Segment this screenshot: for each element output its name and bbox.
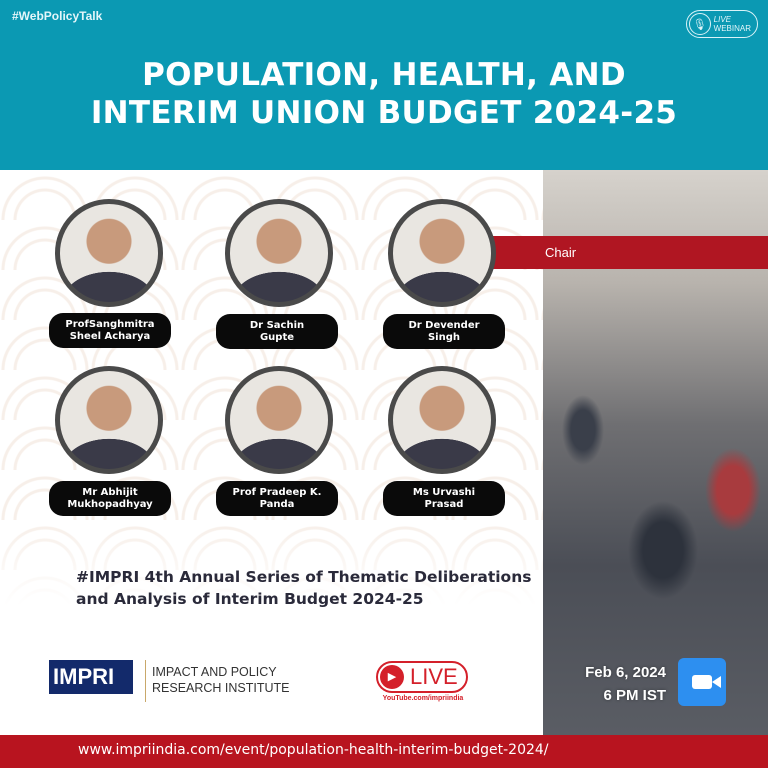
speaker-photo	[225, 199, 333, 307]
background-fade	[0, 520, 543, 735]
series-description: #IMPRI 4th Annual Series of Thematic Del…	[76, 568, 532, 608]
speaker-name: Dr Sachin Gupte	[216, 314, 338, 349]
play-icon: ▶	[380, 665, 404, 689]
event-url-link[interactable]: www.impriindia.com/event/population-heal…	[78, 742, 549, 758]
title-line-1: POPULATION, HEALTH, AND	[142, 57, 626, 93]
speaker-name: ProfSanghmitra Sheel Acharya	[49, 313, 171, 348]
zoom-video-icon	[678, 658, 726, 706]
speaker-name: Dr Devender Singh	[383, 314, 505, 349]
speaker-name: Ms Urvashi Prasad	[383, 481, 505, 516]
header-banner: #WebPolicyTalk 🎙 LIVE WEBINAR POPULATION,…	[0, 0, 768, 170]
page-title: POPULATION, HEALTH, AND INTERIM UNION BU…	[0, 56, 768, 132]
badge-live-text: LIVE	[713, 15, 731, 24]
org-name: IMPACT AND POLICY RESEARCH INSTITUTE	[152, 664, 290, 696]
org-name-line-1: IMPACT AND POLICY	[152, 665, 277, 679]
speaker-photo	[55, 199, 163, 307]
event-date: Feb 6, 2024	[585, 664, 666, 681]
speaker-photo	[225, 366, 333, 474]
logo-divider	[145, 660, 146, 702]
impri-logo: IMPRI	[49, 660, 133, 694]
microphone-icon: 🎙	[688, 13, 711, 35]
event-time: 6 PM IST	[603, 687, 666, 704]
hashtag: #WebPolicyTalk	[12, 9, 103, 23]
youtube-channel-link[interactable]: YouTube.com/impriindia	[382, 695, 464, 702]
speaker-photo	[388, 366, 496, 474]
youtube-live-button[interactable]: ▶ LIVE	[376, 661, 468, 693]
live-label: LIVE	[410, 664, 458, 689]
speaker-photo	[55, 366, 163, 474]
event-datetime: Feb 6, 2024 6 PM IST	[548, 661, 666, 707]
speaker-name: Mr Abhijit Mukhopadhyay	[49, 481, 171, 516]
live-webinar-badge: 🎙 LIVE WEBINAR	[685, 10, 758, 38]
badge-webinar-text: WEBINAR	[713, 24, 751, 33]
chair-label: Chair	[493, 236, 768, 269]
speaker-photo	[388, 199, 496, 307]
speaker-name: Prof Pradeep K. Panda	[216, 481, 338, 516]
footer-bar: www.impriindia.com/event/population-heal…	[0, 735, 768, 768]
title-line-2: INTERIM UNION BUDGET 2024-25	[90, 95, 678, 131]
org-name-line-2: RESEARCH INSTITUTE	[152, 681, 290, 695]
